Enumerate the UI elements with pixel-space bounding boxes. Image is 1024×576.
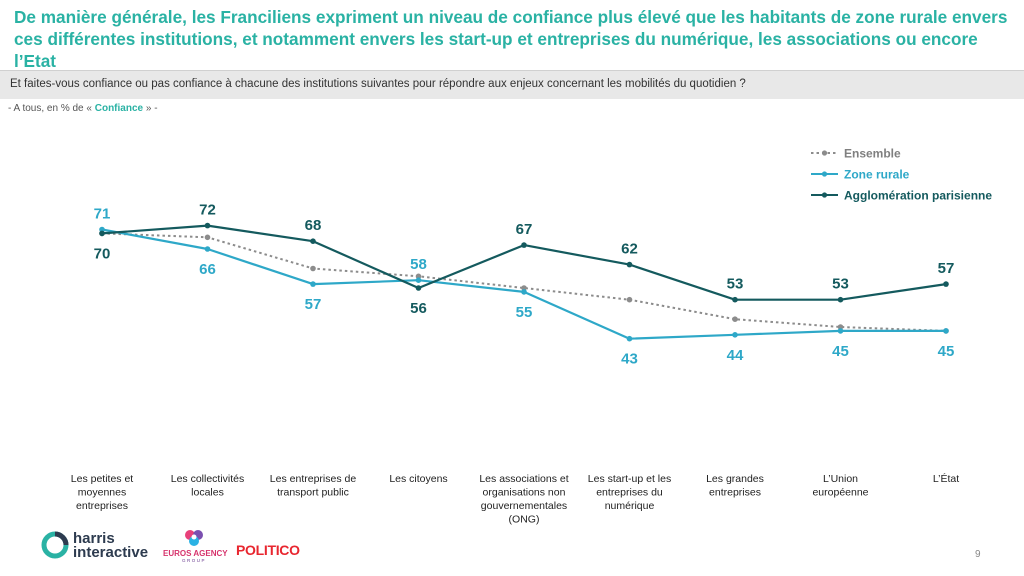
data-label-zone-rurale: 66 [199, 261, 216, 278]
data-point-agglomeration-parisienne [626, 261, 633, 268]
data-point-agglomeration-parisienne [204, 222, 211, 229]
data-point-agglomeration-parisienne [521, 242, 527, 248]
data-label-agglomeration-parisienne: 72 [199, 202, 216, 219]
data-point-zone-rurale [626, 335, 633, 342]
data-point-agglomeration-parisienne [837, 296, 844, 303]
data-label-zone-rurale: 45 [832, 343, 849, 360]
data-label-agglomeration-parisienne: 62 [621, 241, 638, 258]
question-text: Et faites-vous confiance ou pas confianc… [10, 78, 746, 90]
data-point-agglomeration-parisienne [732, 296, 738, 303]
category-label: Les petites et moyennes entreprises [71, 473, 134, 512]
question-bar: Et faites-vous confiance ou pas confianc… [0, 70, 1024, 99]
harris-swirl-icon [41, 531, 69, 559]
category-label: Les entreprises de transport public [270, 473, 357, 499]
base-note-suffix: » - [143, 103, 158, 114]
politico-logo: POLITICO [236, 542, 300, 558]
data-point-zone-rurale [732, 332, 738, 338]
data-label-zone-rurale: 44 [727, 347, 744, 364]
euros-logo-text: EUROS AGENCY [163, 549, 228, 558]
data-label-zone-rurale: 58 [410, 256, 427, 273]
data-point-ensemble [204, 234, 211, 241]
data-label-zone-rurale: 45 [938, 343, 955, 360]
data-point-agglomeration-parisienne [99, 230, 105, 237]
data-label-agglomeration-parisienne: 53 [832, 276, 849, 293]
data-point-agglomeration-parisienne [415, 285, 422, 291]
legend-marker-agglomeration-parisienne [821, 192, 828, 198]
category-label: Les citoyens [389, 473, 447, 485]
data-point-ensemble [626, 296, 633, 303]
data-point-zone-rurale [837, 328, 844, 334]
page-title: De manière générale, les Franciliens exp… [14, 7, 1008, 71]
data-label-agglomeration-parisienne: 67 [516, 221, 533, 238]
harris-logo-line1: harris [73, 530, 115, 547]
data-point-ensemble [521, 285, 527, 291]
data-label-agglomeration-parisienne: 68 [305, 217, 322, 234]
legend-label-ensemble: Ensemble [844, 147, 901, 161]
data-label-agglomeration-parisienne: 53 [727, 276, 744, 293]
category-label: Les collectivités locales [171, 473, 245, 499]
base-note: - A tous, en % de « Confiance » - [8, 103, 158, 114]
data-point-ensemble [732, 316, 738, 323]
data-label-agglomeration-parisienne: 57 [938, 260, 955, 277]
data-point-zone-rurale [415, 277, 422, 284]
data-point-ensemble [837, 324, 844, 330]
base-note-prefix: - A tous, en % de « [8, 103, 95, 114]
data-point-ensemble [415, 273, 422, 280]
category-label: L’Union européenne [812, 473, 868, 499]
data-label-zone-rurale: 71 [94, 206, 111, 223]
data-label-agglomeration-parisienne: 70 [94, 245, 111, 262]
data-point-zone-rurale [99, 226, 105, 233]
data-label-zone-rurale: 55 [516, 304, 533, 321]
data-point-agglomeration-parisienne [943, 281, 949, 287]
page-number: 9 [975, 549, 981, 560]
data-label-agglomeration-parisienne: 56 [410, 300, 427, 317]
harris-interactive-logo: harris interactive [40, 530, 155, 564]
data-label-zone-rurale: 57 [305, 296, 322, 313]
data-label-zone-rurale: 43 [621, 351, 638, 368]
legend-label-agglomeration-parisienne: Agglomération parisienne [844, 189, 992, 203]
category-label: L’État [933, 472, 959, 485]
data-point-zone-rurale [310, 281, 316, 287]
legend-label-zone-rurale: Zone rurale [844, 168, 910, 182]
euros-flower-icon [185, 530, 203, 546]
base-note-highlight: Confiance [94, 103, 144, 114]
data-point-agglomeration-parisienne [310, 238, 316, 244]
euros-agency-logo: EUROS AGENCY GROUP [163, 527, 228, 567]
category-label: Les grandes entreprises [706, 473, 764, 499]
category-label: Les associations et organisations non gouv… [479, 473, 568, 526]
data-point-zone-rurale [204, 246, 211, 252]
harris-logo-line2: interactive [73, 544, 149, 561]
legend-marker-ensemble [821, 150, 828, 156]
series-line-ensemble [101, 232, 947, 332]
euros-logo-sub: GROUP [181, 558, 206, 563]
legend-marker-zone-rurale [821, 171, 828, 177]
data-point-zone-rurale [521, 289, 527, 295]
data-point-zone-rurale [943, 328, 949, 334]
category-label: Les start-up et les entreprises du numériq… [588, 473, 671, 512]
data-point-ensemble [310, 265, 316, 272]
